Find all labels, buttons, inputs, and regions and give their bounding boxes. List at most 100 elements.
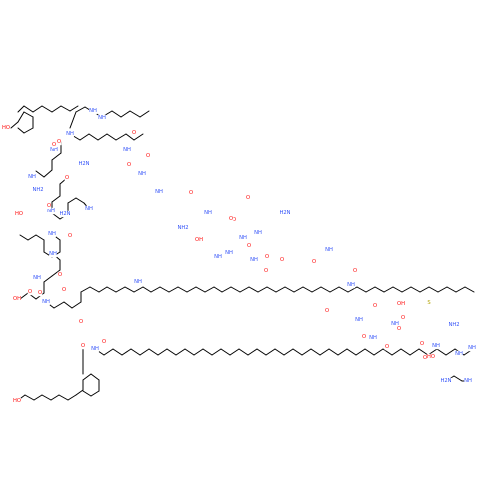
atom-label-background (57, 271, 63, 279)
atom-label-text: NH (254, 230, 262, 236)
atom-label-o: O (324, 307, 330, 315)
atom-label-background (64, 174, 70, 182)
bond-line (35, 170, 45, 178)
atom-label-n: NH (85, 205, 93, 213)
bond-line (274, 348, 285, 356)
atom-label-text: OH (397, 301, 405, 307)
bond-line (338, 286, 349, 293)
atom-label-background (448, 321, 460, 329)
atom-label-background (85, 205, 93, 213)
bond-line (419, 286, 430, 293)
bond-line (129, 110, 141, 118)
bond-line (32, 105, 43, 113)
bond-line (63, 301, 73, 309)
atom-label-o: O (78, 318, 84, 326)
atom-label-background (91, 345, 99, 353)
atom-label-text: NH (325, 247, 333, 253)
bond-line (80, 286, 91, 293)
atom-label-background (396, 325, 402, 333)
atom-label-background (56, 138, 62, 146)
atom-label-background (101, 338, 107, 346)
atom-label-text: O (81, 343, 85, 349)
bond-line (302, 286, 313, 293)
bond-line (75, 106, 86, 113)
atom-label-background (2, 124, 10, 132)
atom-label-background (98, 114, 106, 122)
bond-line (177, 286, 188, 293)
atom-label-background (61, 286, 67, 294)
atom-label-o: O (228, 215, 234, 223)
atom-label-background (254, 229, 262, 237)
atom-label-text: HO (15, 211, 23, 217)
atom-label-o: O (264, 253, 270, 261)
atom-label-background (59, 210, 71, 218)
bond-line (88, 133, 99, 141)
bond-line (265, 348, 276, 356)
atom-label-n: NH (468, 344, 476, 352)
atom-label-text: NH (49, 251, 57, 257)
atom-label-o: O (131, 129, 137, 137)
bond-line (193, 348, 204, 356)
atom-label-text: NH (123, 147, 131, 153)
atom-label-background (48, 230, 56, 238)
bond-line (98, 286, 108, 293)
atom-label-background (33, 274, 41, 282)
atom-label-text: HO (427, 354, 435, 360)
atom-label-text: O (127, 162, 131, 168)
bond-line (41, 394, 52, 401)
atom-label-background (426, 299, 432, 307)
atom-label-background (204, 209, 212, 217)
atom-label-o: O (67, 232, 73, 240)
atom-label-text: NH (85, 206, 93, 212)
bond-line (43, 169, 53, 178)
bond-line (301, 348, 312, 356)
atom-label-text: NH (155, 189, 163, 195)
atom-label-n: NH (155, 188, 163, 196)
atom-label-text: O (38, 290, 42, 296)
atom-label-text: NH (455, 351, 463, 357)
atom-label-o: O (263, 267, 269, 275)
atom-label-background (397, 300, 405, 308)
atom-label-text: O (62, 287, 66, 293)
atom-label-s: S (426, 299, 432, 307)
atom-label-background (432, 342, 440, 350)
atom-label-n: NH (355, 316, 363, 324)
atom-label-text: NH (66, 131, 74, 137)
atom-label-o: O (246, 242, 252, 250)
bond-line (401, 286, 412, 293)
atom-label-background (50, 146, 58, 154)
atom-label-background (455, 350, 463, 358)
atom-label-text: O (280, 257, 284, 263)
atom-label-background (32, 186, 44, 194)
atom-label-o: O (51, 141, 57, 149)
atom-label-background (384, 343, 390, 351)
bond-line (19, 292, 29, 300)
atom-label-text: O (397, 326, 401, 332)
bond-line (373, 348, 384, 356)
atom-label-text: NH (347, 282, 355, 288)
bond-line (453, 375, 463, 382)
atom-label-background (423, 354, 431, 362)
atom-label-o: OH (195, 236, 203, 244)
bond-line (23, 127, 34, 134)
atom-label-o: O (311, 258, 317, 266)
bond-line (51, 105, 62, 113)
bond-line (283, 348, 294, 356)
atom-label-text: NH (91, 346, 99, 352)
atom-label-o: OH (397, 300, 405, 308)
atom-label-o: OH (423, 354, 431, 362)
atom-label-background (361, 333, 367, 341)
atom-label-n: NH (391, 320, 399, 328)
atom-label-background (42, 298, 50, 306)
bond-line (69, 111, 77, 129)
atom-label-text: O (401, 315, 405, 321)
atom-label-o: O (188, 189, 194, 197)
atom-label-background (195, 236, 203, 244)
atom-label-text: OH (195, 237, 203, 243)
atom-label-background (372, 302, 378, 310)
atom-label-text: NH (239, 235, 247, 241)
atom-label-n: NH (432, 342, 440, 350)
bond-line (364, 348, 375, 356)
